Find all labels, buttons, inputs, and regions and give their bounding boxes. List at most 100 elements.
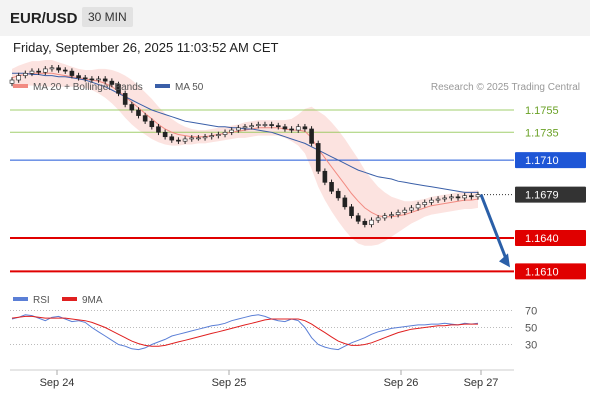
forecast-arrow-head bbox=[499, 253, 510, 268]
candle-body bbox=[362, 220, 368, 225]
candles bbox=[9, 65, 481, 228]
candle-body bbox=[335, 190, 341, 199]
candle-body bbox=[36, 70, 41, 73]
candle-body bbox=[29, 70, 35, 74]
candle-body bbox=[289, 128, 294, 131]
candle-body bbox=[395, 212, 401, 215]
candle-body bbox=[262, 124, 268, 126]
level-tag-bg-1-1610 bbox=[515, 263, 586, 280]
candle-body bbox=[442, 197, 448, 200]
candle-body bbox=[76, 75, 81, 79]
candle-body bbox=[349, 206, 354, 217]
candle-body bbox=[96, 78, 101, 81]
candle-body bbox=[389, 214, 394, 217]
candle-body bbox=[269, 124, 274, 126]
candle-body bbox=[302, 126, 308, 130]
moving-averages bbox=[11, 72, 479, 218]
bollinger-band-area bbox=[12, 60, 478, 246]
candle-body bbox=[9, 79, 15, 84]
candle-body bbox=[275, 125, 281, 128]
candle-body bbox=[429, 199, 434, 203]
candle-body bbox=[16, 75, 21, 81]
candle-body bbox=[169, 136, 175, 141]
x-tick-label: Sep 24 bbox=[40, 377, 75, 389]
candle-body bbox=[435, 198, 441, 201]
candle-body bbox=[322, 170, 328, 183]
candle-body bbox=[315, 143, 321, 172]
candle-body bbox=[382, 215, 388, 219]
level-tag-bg-1-1640 bbox=[515, 229, 586, 246]
candle-body bbox=[422, 202, 428, 205]
candle-body bbox=[202, 136, 208, 139]
candle-body bbox=[122, 93, 128, 105]
candle-body bbox=[375, 217, 381, 221]
credit-text: Research © 2025 Trading Central bbox=[431, 82, 580, 93]
candle-body bbox=[102, 78, 108, 82]
instrument-title: EUR/USD bbox=[10, 10, 78, 27]
candle-body bbox=[449, 196, 454, 199]
candle-body bbox=[129, 104, 135, 111]
level-tag-1-1679: 1.1679 bbox=[525, 190, 559, 202]
candle-body bbox=[196, 137, 201, 140]
forecast-arrow bbox=[479, 194, 510, 268]
x-tick-label: Sep 26 bbox=[384, 377, 419, 389]
candle-body bbox=[329, 182, 334, 192]
candle-body bbox=[462, 195, 467, 199]
rsi-legend-swatch bbox=[13, 297, 28, 301]
chart-legend: MA 20 + Bollinger Bands MA 50 Research © 2… bbox=[13, 82, 580, 93]
forecast-arrow-shaft bbox=[479, 194, 509, 262]
rsi-ma-line bbox=[11, 315, 478, 347]
level-label-1-1735: 1.1735 bbox=[525, 127, 559, 139]
candle-body bbox=[249, 125, 254, 128]
bollinger-bands bbox=[12, 60, 478, 246]
rsi-legend-label: RSI bbox=[33, 295, 50, 306]
x-tick-label: Sep 27 bbox=[464, 377, 499, 389]
candle-body bbox=[216, 134, 221, 136]
candle-body bbox=[229, 129, 234, 133]
level-label-1-1755: 1.1755 bbox=[525, 105, 559, 117]
candle-body bbox=[309, 128, 314, 144]
candle-body bbox=[222, 131, 228, 135]
rsi-tick-70: 70 bbox=[525, 306, 537, 318]
candle-body bbox=[23, 73, 28, 76]
candle-body bbox=[409, 207, 414, 211]
candle-body bbox=[402, 209, 408, 213]
candle-body bbox=[136, 109, 141, 116]
level-tags: 1.1755 1.1735 1.1710 1.1679 1.1640 1.1610 bbox=[515, 105, 586, 280]
ma50-legend-label: MA 50 bbox=[175, 82, 204, 93]
timeframe-badge[interactable]: 30 MIN bbox=[82, 7, 133, 27]
candle-body bbox=[49, 67, 55, 70]
candle-body bbox=[142, 115, 148, 122]
candle-body bbox=[62, 69, 68, 72]
bb-legend-swatch bbox=[13, 84, 28, 88]
candle-body bbox=[149, 120, 155, 128]
candle-body bbox=[109, 80, 115, 85]
candle-body bbox=[156, 126, 161, 133]
candle-body bbox=[355, 215, 361, 222]
candle-body bbox=[82, 77, 88, 80]
candle-body bbox=[455, 196, 461, 199]
rsi-ma-legend-swatch bbox=[62, 297, 77, 301]
rsi-line bbox=[11, 314, 479, 351]
candle-body bbox=[56, 67, 61, 71]
level-lines bbox=[10, 109, 514, 273]
x-axis: Sep 24 Sep 25 Sep 26 Sep 27 bbox=[10, 369, 514, 389]
candle-body bbox=[42, 68, 48, 73]
ma20-line bbox=[11, 72, 479, 218]
x-tick-label: Sep 25 bbox=[212, 377, 247, 389]
level-tag-1-1710: 1.1710 bbox=[525, 155, 559, 167]
bb-legend-label: MA 20 + Bollinger Bands bbox=[33, 82, 143, 93]
candle-body bbox=[236, 127, 241, 131]
candle-body bbox=[69, 70, 75, 76]
rsi-tick-30: 30 bbox=[525, 340, 537, 352]
candle-body bbox=[342, 197, 348, 208]
level-tag-bg-1-1710 bbox=[515, 152, 586, 169]
candle-body bbox=[469, 195, 474, 198]
rsi-ma-legend-label: 9MA bbox=[82, 295, 103, 306]
level-tag-bg-1-1679 bbox=[515, 186, 586, 203]
candle-body bbox=[176, 139, 181, 142]
candle-body bbox=[282, 126, 288, 130]
ma50-legend-swatch bbox=[155, 84, 170, 88]
candle-body bbox=[182, 138, 188, 142]
